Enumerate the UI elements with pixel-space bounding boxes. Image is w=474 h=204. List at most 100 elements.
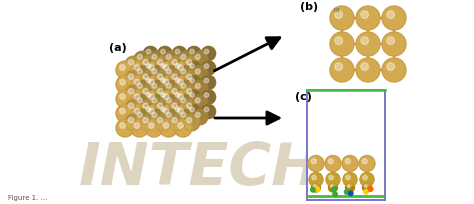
Circle shape [195, 83, 201, 88]
Circle shape [309, 173, 323, 186]
Circle shape [119, 79, 125, 85]
Circle shape [178, 66, 193, 81]
Circle shape [175, 64, 180, 68]
Circle shape [361, 37, 368, 44]
Circle shape [157, 89, 163, 94]
Circle shape [159, 75, 177, 93]
Circle shape [173, 104, 187, 119]
Circle shape [172, 74, 177, 79]
Circle shape [149, 79, 155, 85]
Bar [365, 15, 373, 23]
Circle shape [174, 104, 192, 122]
Circle shape [335, 11, 343, 19]
Circle shape [169, 114, 185, 131]
Circle shape [134, 94, 140, 99]
Circle shape [175, 49, 180, 54]
Circle shape [172, 118, 177, 123]
Circle shape [328, 159, 333, 164]
Circle shape [149, 108, 155, 114]
Circle shape [149, 123, 155, 128]
Circle shape [172, 103, 177, 108]
Circle shape [169, 85, 185, 102]
Circle shape [137, 83, 142, 88]
Circle shape [149, 80, 164, 96]
Circle shape [159, 119, 177, 137]
Circle shape [192, 66, 208, 81]
Circle shape [116, 119, 134, 137]
Circle shape [311, 159, 316, 164]
Circle shape [368, 187, 373, 191]
Circle shape [152, 83, 157, 88]
Circle shape [119, 65, 125, 70]
Circle shape [174, 119, 192, 137]
Circle shape [163, 80, 179, 96]
Text: INTECH: INTECH [79, 140, 321, 196]
Bar [307, 90, 385, 200]
Circle shape [146, 93, 151, 97]
Circle shape [154, 71, 171, 87]
Circle shape [157, 103, 163, 108]
Circle shape [158, 104, 172, 119]
Circle shape [361, 11, 368, 19]
Circle shape [149, 109, 164, 125]
Circle shape [360, 173, 374, 186]
Circle shape [140, 56, 156, 73]
Circle shape [187, 90, 201, 104]
Circle shape [329, 175, 333, 180]
Circle shape [145, 119, 163, 137]
Circle shape [163, 66, 179, 81]
Circle shape [313, 185, 316, 188]
Circle shape [178, 51, 193, 67]
Circle shape [186, 118, 192, 123]
Circle shape [140, 100, 156, 116]
Circle shape [134, 109, 150, 125]
Circle shape [149, 51, 164, 67]
Circle shape [178, 109, 193, 125]
Circle shape [175, 107, 180, 112]
Circle shape [119, 108, 125, 114]
Circle shape [183, 114, 200, 131]
Circle shape [140, 85, 156, 102]
Circle shape [116, 90, 134, 108]
Bar [339, 41, 347, 49]
Circle shape [134, 66, 150, 81]
Circle shape [316, 187, 320, 191]
Circle shape [130, 90, 148, 108]
Circle shape [364, 190, 368, 194]
Circle shape [125, 100, 142, 116]
Circle shape [158, 46, 172, 61]
Circle shape [125, 71, 142, 87]
Circle shape [195, 69, 201, 74]
Circle shape [166, 98, 171, 103]
Circle shape [308, 155, 324, 172]
Circle shape [178, 95, 193, 110]
Circle shape [144, 104, 158, 119]
Circle shape [183, 71, 200, 87]
Circle shape [174, 90, 192, 108]
Circle shape [325, 155, 341, 172]
Circle shape [312, 175, 316, 180]
Circle shape [172, 89, 177, 94]
Circle shape [166, 69, 171, 74]
Circle shape [192, 95, 208, 110]
Circle shape [330, 58, 354, 82]
Circle shape [149, 94, 155, 99]
Circle shape [178, 108, 183, 114]
Circle shape [346, 183, 355, 192]
Circle shape [130, 75, 148, 93]
Circle shape [166, 112, 171, 117]
Circle shape [125, 85, 142, 102]
Circle shape [190, 49, 194, 54]
Circle shape [116, 75, 134, 93]
Circle shape [181, 83, 186, 88]
Circle shape [125, 56, 142, 73]
Circle shape [137, 54, 142, 59]
Circle shape [204, 64, 209, 68]
Circle shape [161, 78, 165, 83]
Circle shape [158, 75, 172, 90]
Circle shape [146, 78, 151, 83]
Circle shape [158, 90, 172, 104]
Circle shape [143, 60, 148, 65]
Circle shape [342, 155, 358, 172]
Circle shape [134, 95, 150, 110]
